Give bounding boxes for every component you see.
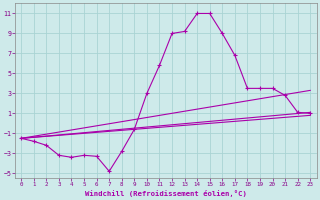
X-axis label: Windchill (Refroidissement éolien,°C): Windchill (Refroidissement éolien,°C)	[85, 190, 247, 197]
